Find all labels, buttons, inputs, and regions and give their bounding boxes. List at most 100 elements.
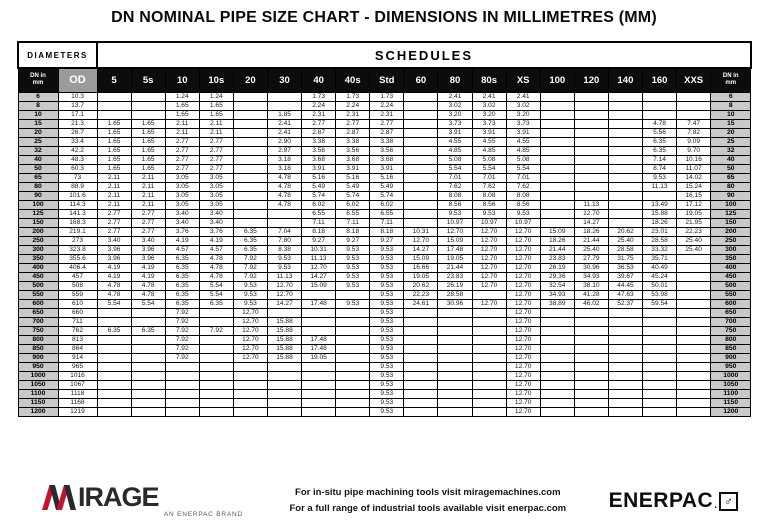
od-cell: 219.1 xyxy=(57,226,98,237)
wall-thickness-cell: 4.78 xyxy=(266,199,303,210)
wall-thickness-cell xyxy=(335,334,371,345)
wall-thickness-cell: 6.35 xyxy=(164,298,200,309)
wall-thickness-cell: 12.70 xyxy=(505,235,541,246)
wall-thickness-cell: 5.54 xyxy=(198,289,234,300)
wall-thickness-cell: 6.02 xyxy=(369,199,405,210)
wall-thickness-cell xyxy=(539,145,575,156)
wall-thickness-cell xyxy=(471,307,507,318)
wall-thickness-cell: 3.56 xyxy=(369,145,405,156)
wall-thickness-cell: 8.38 xyxy=(266,244,303,255)
wall-thickness-cell: 34.93 xyxy=(539,289,575,300)
wall-thickness-cell xyxy=(403,370,439,381)
schedule-column-header: 30 xyxy=(266,67,303,93)
wall-thickness-cell xyxy=(130,370,166,381)
wall-thickness-cell: 59.54 xyxy=(641,298,678,309)
wall-thickness-cell xyxy=(164,379,200,390)
wall-thickness-cell: 12.70 xyxy=(471,226,507,237)
wall-thickness-cell: 5.16 xyxy=(369,172,405,183)
pipe-size-table: DIAMETERS SCHEDULES DN in mm OD 5 5s 10 10s 20 3… xyxy=(17,41,752,417)
schedule-column-header: XS xyxy=(505,67,541,93)
wall-thickness-cell: 9.53 xyxy=(369,280,405,291)
wall-thickness-cell xyxy=(573,406,609,417)
wall-thickness-cell xyxy=(335,316,371,327)
wall-thickness-cell: 2.41 xyxy=(471,91,507,102)
wall-thickness-cell xyxy=(96,100,132,111)
wall-thickness-cell: 1.24 xyxy=(198,91,234,102)
wall-thickness-cell: 6.35 xyxy=(641,136,678,147)
wall-thickness-cell: 2.11 xyxy=(130,181,166,192)
wall-thickness-cell xyxy=(471,316,507,327)
footer-note-mirage: For in-situ pipe machining tools visit m… xyxy=(295,487,561,498)
wall-thickness-cell: 3.02 xyxy=(471,100,507,111)
wall-thickness-cell: 3.40 xyxy=(130,235,166,246)
wall-thickness-cell: 7.14 xyxy=(641,154,678,165)
wall-thickness-cell xyxy=(573,343,609,354)
mirage-m-icon xyxy=(42,485,76,510)
wall-thickness-cell: 4.57 xyxy=(164,244,200,255)
wall-thickness-cell xyxy=(232,199,268,210)
wall-thickness-cell: 17.48 xyxy=(301,343,337,354)
wall-thickness-cell: 5.16 xyxy=(335,172,371,183)
wall-thickness-cell: 12.70 xyxy=(505,379,541,390)
wall-thickness-cell xyxy=(641,100,678,111)
enerpac-logo-text: ENERPAC xyxy=(608,489,714,512)
dn-cell-right: 80 xyxy=(710,181,752,192)
wall-thickness-cell xyxy=(539,136,575,147)
od-cell: 48.3 xyxy=(57,154,98,165)
dn-cell: 250 xyxy=(17,235,59,246)
table-row: 550 559 4.78 4.78 6.35 5.54 9.53 12.70 9.53 22.23… xyxy=(17,289,752,300)
wall-thickness-cell xyxy=(471,388,507,399)
wall-thickness-cell xyxy=(471,343,507,354)
od-cell: 965 xyxy=(57,361,98,372)
wall-thickness-cell: 12.70 xyxy=(505,325,541,336)
wall-thickness-cell xyxy=(403,406,439,417)
wall-thickness-cell xyxy=(573,118,609,129)
wall-thickness-cell: 23.83 xyxy=(539,253,575,264)
wall-thickness-cell: 1.65 xyxy=(164,100,200,111)
table-row: 700 711 7.92 12.70 15.88 9.53 12.70 700 xyxy=(17,316,752,327)
enerpac-logo-dot: . xyxy=(714,500,717,511)
wall-thickness-cell xyxy=(403,208,439,219)
wall-thickness-cell xyxy=(266,217,303,228)
wall-thickness-cell: 9.53 xyxy=(369,388,405,399)
wall-thickness-cell: 12.70 xyxy=(232,325,268,336)
wall-thickness-cell: 12.70 xyxy=(505,298,541,309)
wall-thickness-cell: 2.87 xyxy=(369,127,405,138)
wall-thickness-cell xyxy=(130,379,166,390)
wall-thickness-cell: 2.77 xyxy=(198,163,234,174)
wall-thickness-cell: 12.70 xyxy=(505,334,541,345)
wall-thickness-cell xyxy=(607,190,644,201)
wall-thickness-cell: 2.11 xyxy=(96,190,132,201)
wall-thickness-cell xyxy=(403,325,439,336)
wall-thickness-cell: 4.55 xyxy=(471,136,507,147)
wall-thickness-cell: 10.97 xyxy=(437,217,473,228)
wall-thickness-cell xyxy=(232,100,268,111)
wall-thickness-cell xyxy=(539,154,575,165)
dn-cell-right: 10 xyxy=(710,109,752,120)
wall-thickness-cell: 12.70 xyxy=(471,271,507,282)
wall-thickness-cell: 7.82 xyxy=(676,127,712,138)
wall-thickness-cell xyxy=(164,361,200,372)
wall-thickness-cell xyxy=(301,370,337,381)
wall-thickness-cell xyxy=(403,190,439,201)
wall-thickness-cell: 3.91 xyxy=(369,163,405,174)
wall-thickness-cell xyxy=(301,388,337,399)
wall-thickness-cell xyxy=(301,379,337,390)
wall-thickness-cell: 1.65 xyxy=(96,118,132,129)
wall-thickness-cell xyxy=(607,118,644,129)
wall-thickness-cell: 3.76 xyxy=(198,226,234,237)
dn-cell: 40 xyxy=(17,154,59,165)
wall-thickness-cell xyxy=(676,253,712,264)
od-cell: 508 xyxy=(57,280,98,291)
wall-thickness-cell: 3.96 xyxy=(130,244,166,255)
wall-thickness-cell: 10.97 xyxy=(471,217,507,228)
wall-thickness-cell: 12.70 xyxy=(505,271,541,282)
wall-thickness-cell xyxy=(676,316,712,327)
od-cell: 1016 xyxy=(57,370,98,381)
wall-thickness-cell xyxy=(573,361,609,372)
wall-thickness-cell xyxy=(641,325,678,336)
wall-thickness-cell: 30.96 xyxy=(437,298,473,309)
wall-thickness-cell xyxy=(539,172,575,183)
wall-thickness-cell: 7.92 xyxy=(232,262,268,273)
wall-thickness-cell xyxy=(539,352,575,363)
